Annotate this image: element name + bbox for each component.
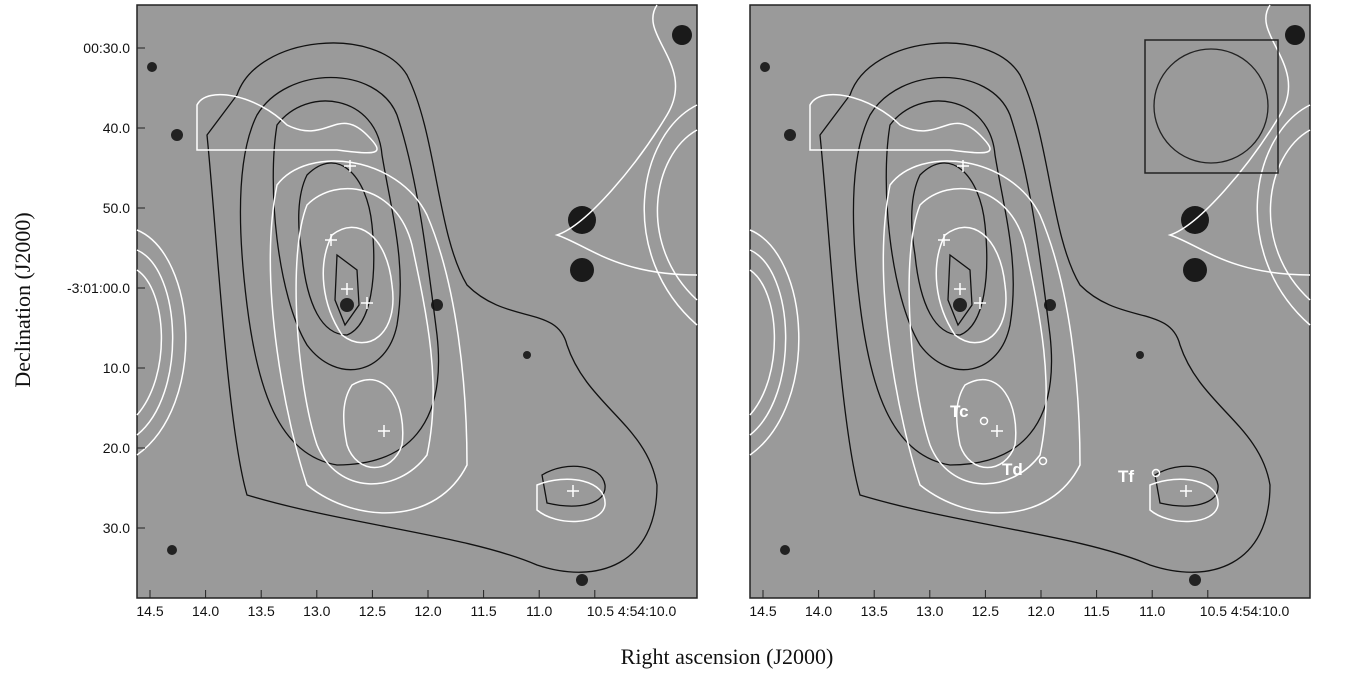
y-tick-label: 10.0 bbox=[103, 360, 130, 376]
x-tick-label: 12.0 bbox=[414, 603, 441, 619]
x-tick-label: 12.5 bbox=[359, 603, 386, 619]
x-tick-label: 12.5 bbox=[972, 603, 999, 619]
x-tick-label: 14.0 bbox=[805, 603, 832, 619]
annotation: Td bbox=[1002, 460, 1023, 479]
y-tick-label: 40.0 bbox=[103, 120, 130, 136]
x-tick-label: 14.5 bbox=[749, 603, 776, 619]
x-tick-label: 13.0 bbox=[303, 603, 330, 619]
y-tick-label: 20.0 bbox=[103, 440, 130, 456]
annotation: Tc bbox=[950, 402, 969, 421]
y-tick-label: -3:01:00.0 bbox=[67, 280, 130, 296]
x-tick-label: 14.0 bbox=[192, 603, 219, 619]
y-axis-label: Declination (J2000) bbox=[10, 212, 35, 387]
x-tick-label: 13.5 bbox=[248, 603, 275, 619]
annotation: Tf bbox=[1118, 467, 1134, 486]
x-axis-label: Right ascension (J2000) bbox=[621, 644, 834, 669]
x-tick-label: 13.0 bbox=[916, 603, 943, 619]
x-tick-label: 10.5 4:54:10.0 bbox=[587, 603, 677, 619]
x-tick-label: 10.5 4:54:10.0 bbox=[1200, 603, 1290, 619]
x-tick-label: 11.5 bbox=[470, 603, 496, 619]
x-tick-label: 11.5 bbox=[1083, 603, 1109, 619]
x-tick-label: 11.0 bbox=[526, 603, 552, 619]
y-tick-label: 00:30.0 bbox=[83, 40, 130, 56]
x-tick-label: 12.0 bbox=[1027, 603, 1054, 619]
x-tick-label: 11.0 bbox=[1139, 603, 1165, 619]
x-tick-label: 14.5 bbox=[136, 603, 163, 619]
x-tick-label: 13.5 bbox=[861, 603, 888, 619]
y-tick-label: 50.0 bbox=[103, 200, 130, 216]
y-tick-label: 30.0 bbox=[103, 520, 130, 536]
